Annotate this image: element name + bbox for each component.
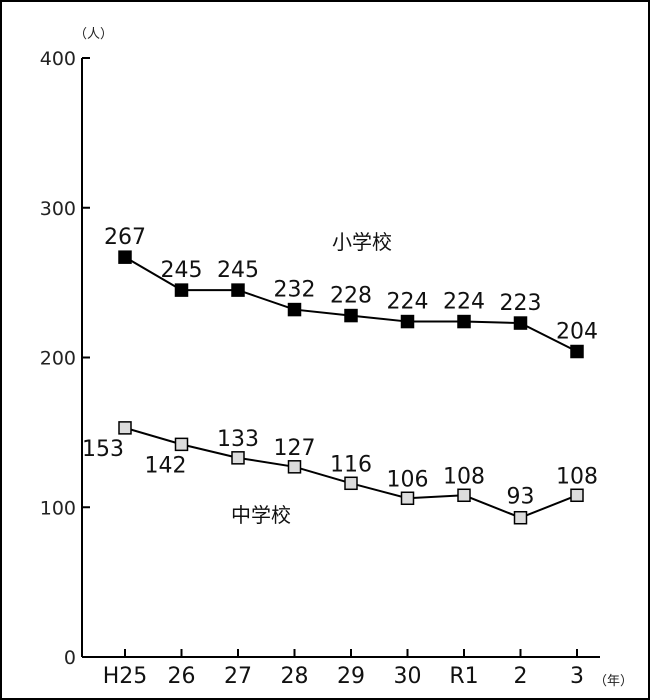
x-tick-label: R1 [449,664,478,689]
data-label: 232 [274,278,316,303]
data-label: 245 [217,258,259,283]
data-point-marker [344,476,358,491]
data-label: 204 [556,320,598,345]
data-label: 224 [443,290,485,315]
data-point-marker [287,460,302,474]
data-point-marker [174,283,189,297]
data-label: 228 [330,284,372,309]
x-tick-label: 26 [168,664,196,689]
data-label: 153 [82,437,124,462]
data-label: 108 [556,464,598,489]
x-tick-label: 2 [514,664,528,689]
x-tick-label: 28 [281,664,309,689]
data-point-marker [400,491,415,506]
data-label: 93 [507,485,535,510]
data-point-marker [118,250,132,264]
data-point-marker [513,510,528,525]
y-tick-label: 200 [40,348,76,370]
x-tick-label: 3 [570,664,584,689]
data-label: 223 [500,291,542,316]
x-axis-unit-label: （年） [594,674,633,689]
y-tick-label: 0 [64,647,76,669]
data-label: 133 [217,427,259,452]
data-point-marker [513,316,528,330]
data-point-marker [457,488,471,503]
axes: 0 100 200 300 400 H25 26 27 28 29 30 R1 2 3 [40,48,600,689]
data-label: 127 [274,436,316,461]
x-tick-label: 29 [337,664,365,689]
data-point-marker [231,283,245,297]
y-axis-unit-label: （人） [74,27,113,42]
data-point-marker [400,314,415,329]
x-tick-label: 30 [394,664,422,689]
data-point-marker [231,451,245,465]
data-label: 116 [330,452,372,477]
data-point-marker [570,488,584,503]
data-point-marker [457,314,471,329]
data-point-marker [118,421,132,435]
data-label: 245 [161,258,203,283]
x-tick-label: H25 [103,664,148,689]
data-point-marker [287,302,302,317]
data-label: 106 [387,467,429,492]
data-label: 267 [104,225,146,250]
series-name-junior-high: 中学校 [231,503,291,527]
y-tick-label: 400 [40,48,76,70]
data-point-marker [570,344,584,359]
x-tick-label: 27 [224,664,252,689]
data-markers [118,250,584,525]
data-point-marker [174,437,189,452]
y-tick-label: 300 [40,198,76,220]
data-label: 108 [443,464,485,489]
series-name-elementary: 小学校 [332,230,392,254]
data-point-marker [344,308,358,323]
data-label: 224 [387,290,429,315]
data-labels: 267 245 245 232 228 224 224 223 204 153 142 133 127 1… [82,225,598,510]
data-label: 142 [145,453,187,478]
y-tick-label: 100 [40,497,76,519]
